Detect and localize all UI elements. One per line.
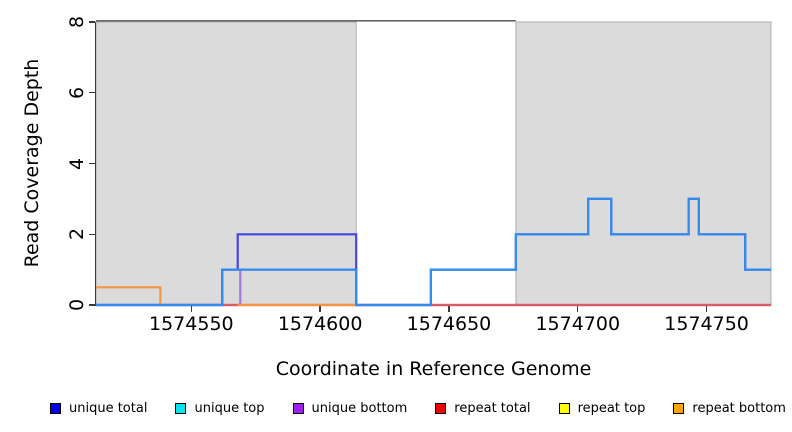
x-tick [448, 305, 450, 313]
legend-key-swatch [292, 402, 304, 414]
x-tick [319, 305, 321, 313]
series-repeat-bottom [96, 286, 162, 305]
legend-item: unique bottom [292, 400, 408, 416]
legend-label: unique bottom [311, 400, 408, 416]
legend: unique total unique top unique bottom repea… [50, 398, 786, 418]
legend-label: repeat bottom [692, 400, 786, 416]
plot-area [95, 19, 772, 307]
legend-key-swatch [558, 402, 570, 414]
y-tick-label: 4 [66, 157, 88, 170]
x-tick [577, 305, 579, 313]
legend-item: repeat total [435, 400, 531, 416]
legend-key-swatch [673, 402, 685, 414]
legend-item: unique total [50, 401, 147, 416]
shaded-region [515, 21, 772, 306]
legend-label: unique top [194, 400, 265, 416]
legend-label: repeat top [577, 400, 646, 416]
legend-item: repeat bottom [673, 401, 786, 416]
x-tick-label: 1574700 [535, 313, 621, 335]
x-tick-label: 1574550 [149, 313, 234, 335]
x-tick-label: 1574650 [406, 313, 492, 335]
x-axis-title: Coordinate in Reference Genome [275, 358, 592, 380]
y-tick-label: 8 [66, 15, 88, 29]
y-tick-label: 0 [66, 298, 88, 312]
legend-label: repeat total [454, 400, 531, 416]
x-tick-label: 1574600 [277, 313, 363, 335]
legend-key-swatch [50, 402, 61, 414]
y-tick-label: 2 [66, 228, 88, 241]
y-axis-title: Read Coverage Depth [21, 58, 43, 268]
shaded-region [95, 21, 357, 306]
y-tick [88, 162, 96, 165]
x-tick [190, 305, 192, 313]
legend-item: unique top [175, 400, 265, 416]
y-tick [88, 92, 96, 94]
y-tick [88, 21, 96, 23]
y-tick [88, 304, 96, 306]
legend-item: repeat top [558, 400, 646, 416]
x-tick [705, 305, 708, 313]
legend-key-swatch [175, 402, 187, 414]
y-axis-line [95, 22, 97, 306]
y-tick [88, 233, 96, 235]
legend-key-swatch [435, 402, 447, 414]
x-tick-label: 1574750 [664, 313, 749, 335]
legend-label: unique total [69, 400, 148, 416]
y-tick-label: 6 [66, 86, 88, 99]
series-unique-top [96, 197, 771, 307]
